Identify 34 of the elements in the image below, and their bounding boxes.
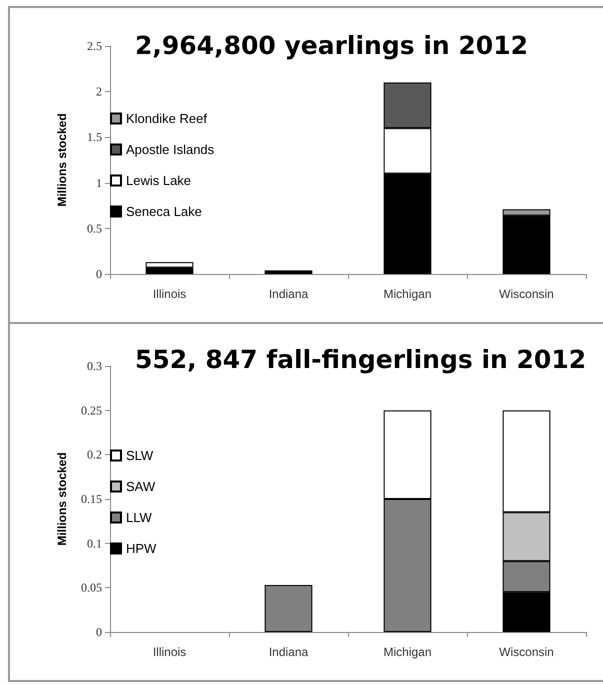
y-tick-label: 0.5	[87, 221, 102, 236]
y-axis-title: Millions stocked	[55, 113, 69, 207]
legend-label: Klondike Reef	[126, 111, 208, 126]
y-tick-label: 2.5	[87, 39, 102, 53]
legend-label: Seneca Lake	[126, 204, 202, 219]
x-tick-label: Illinois	[152, 645, 186, 659]
x-tick-label: Indiana	[268, 645, 309, 659]
y-tick-label: 0.3	[87, 359, 102, 373]
y-tick-label: 0	[96, 625, 102, 639]
legend-label: LLW	[126, 510, 152, 525]
y-tick-label: 0.05	[81, 580, 102, 595]
y-tick-label: 2	[96, 84, 102, 99]
legend-label: Apostle Islands	[126, 142, 215, 157]
y-axis-title: Millions stocked	[55, 452, 69, 546]
x-tick-label: Wisconsin	[499, 645, 554, 659]
chart-title: 552, 847 fall-fingerlings in 2012	[135, 345, 586, 374]
bar	[264, 270, 312, 274]
y-tick-label: 0.2	[87, 448, 102, 462]
y-tick-label: 0.25	[81, 403, 102, 418]
x-tick-label: Illinois	[152, 287, 186, 301]
y-tick-label: 1.5	[87, 130, 102, 144]
x-tick-label: Michigan	[383, 645, 432, 659]
y-tick-label: 0.15	[81, 492, 102, 506]
x-tick-label: Michigan	[383, 287, 432, 301]
y-tick-label: 1	[96, 176, 102, 190]
legend-label: Lewis Lake	[126, 173, 192, 188]
legend-label: SLW	[126, 448, 154, 463]
chart-title: 2,964,800 yearlings in 2012	[135, 31, 528, 60]
y-tick-label: 0	[96, 267, 102, 281]
x-tick-label: Wisconsin	[499, 287, 554, 301]
x-tick-label: Indiana	[268, 287, 309, 301]
y-tick-label: 0.1	[87, 536, 102, 550]
legend-label: HPW	[126, 541, 158, 556]
legend-label: SAW	[126, 479, 156, 494]
